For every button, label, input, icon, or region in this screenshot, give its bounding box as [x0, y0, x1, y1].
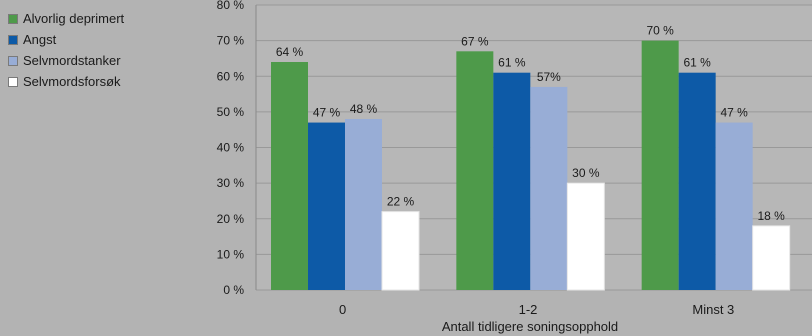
legend-label: Angst — [23, 32, 57, 47]
data-label: 47 % — [720, 106, 748, 120]
y-tick-label: 80 % — [217, 0, 245, 12]
y-tick-label: 40 % — [217, 141, 245, 155]
x-tick-labels: 0 1-2 Minst 3 — [339, 302, 734, 317]
y-tick-label: 0 % — [223, 283, 244, 297]
y-tick-label: 70 % — [217, 34, 245, 48]
legend-item: Angst — [8, 29, 124, 50]
x-axis-label: Antall tidligere soningsopphold — [442, 319, 618, 334]
legend-swatch — [8, 76, 18, 87]
bar — [456, 51, 494, 290]
x-tick-label: Minst 3 — [692, 302, 734, 317]
y-tick-label: 10 % — [217, 247, 245, 261]
legend-label: Alvorlig deprimert — [23, 11, 125, 26]
y-tick-label: 50 % — [217, 105, 245, 119]
bar — [566, 182, 605, 291]
legend-swatch — [8, 55, 18, 66]
legend-item: Selvmordsforsøk — [8, 71, 124, 92]
y-tick-label: 30 % — [217, 176, 245, 190]
legend-swatch — [8, 13, 18, 24]
legend-swatch — [8, 34, 18, 45]
data-label: 64 % — [276, 45, 304, 59]
bar — [530, 86, 568, 290]
bar — [381, 211, 420, 291]
bar — [641, 40, 679, 290]
legend-item: Alvorlig deprimert — [8, 8, 124, 29]
value-labels: 64 % 47 % 48 % 22 % 67 % 61 % 57% 30 % 70 % 61 % 4… — [276, 24, 785, 223]
data-label: 70 % — [646, 24, 674, 38]
data-label: 47 % — [313, 106, 341, 120]
data-label: 18 % — [757, 209, 785, 223]
legend-item: Selvmordstanker — [8, 50, 124, 71]
x-tick-label: 0 — [339, 302, 346, 317]
legend-label: Selvmordstanker — [23, 53, 121, 68]
legend: Alvorlig deprimert Angst Selvmordstanker Se… — [8, 8, 124, 92]
data-label: 61 % — [683, 56, 711, 70]
bars — [271, 40, 791, 291]
bar — [678, 72, 716, 290]
data-label: 22 % — [387, 195, 415, 209]
y-tick-label: 60 % — [217, 69, 245, 83]
data-label: 61 % — [498, 56, 526, 70]
data-label: 67 % — [461, 34, 489, 48]
bar — [752, 225, 791, 291]
bar — [308, 122, 345, 290]
x-tick-label: 1-2 — [519, 302, 538, 317]
data-label: 57% — [537, 70, 561, 84]
bar — [715, 122, 753, 290]
legend-label: Selvmordsforsøk — [23, 74, 121, 89]
data-label: 48 % — [350, 102, 378, 116]
bar — [493, 72, 531, 290]
bar — [345, 119, 382, 290]
data-label: 30 % — [572, 166, 600, 180]
y-tick-labels: 0 % 10 % 20 % 30 % 40 % 50 % 60 % 70 % 80 % — [217, 0, 245, 297]
bar — [271, 62, 308, 290]
y-tick-label: 20 % — [217, 212, 245, 226]
